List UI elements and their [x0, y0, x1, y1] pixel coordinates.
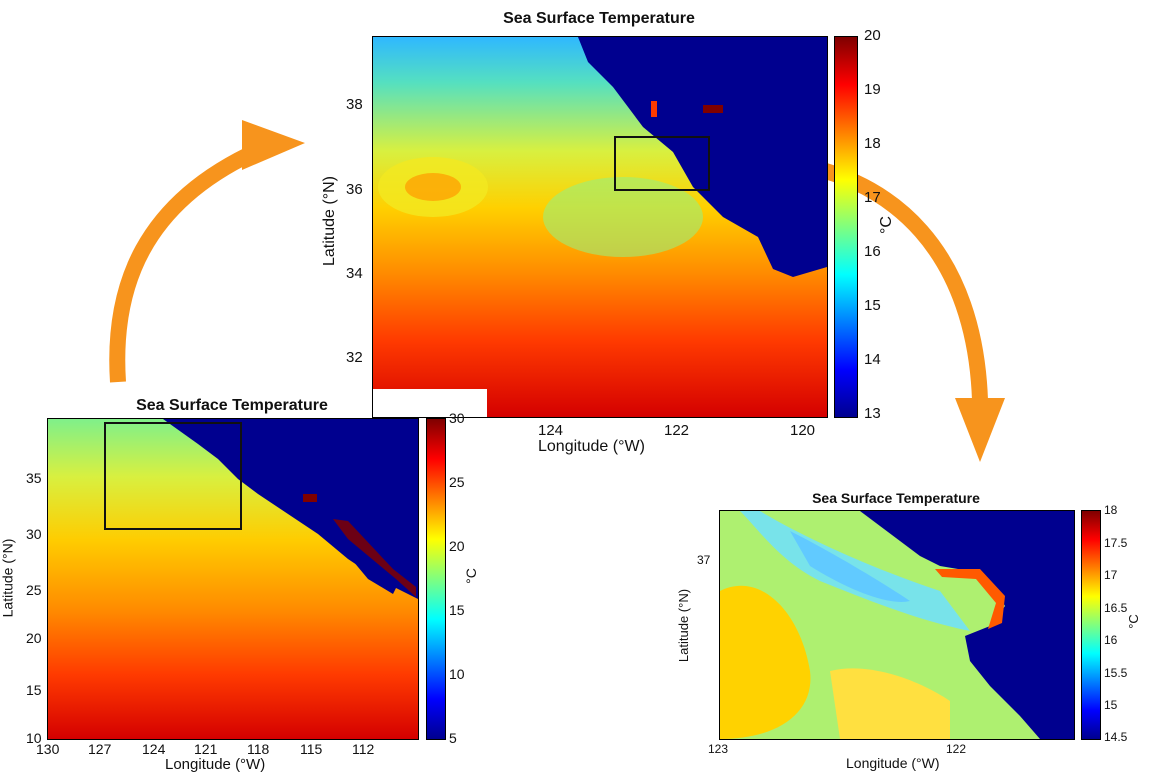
main-cbar-label: °C [877, 216, 895, 234]
wide-ytick-20: 20 [26, 630, 42, 646]
main-chart-title: Sea Surface Temperature [503, 10, 695, 27]
zoom-x-axis-label: Longitude (°W) [846, 755, 940, 771]
zoom-xtick-123: 123 [708, 742, 729, 756]
wide-ytick-30: 30 [26, 526, 42, 542]
main-xtick-122: 122 [664, 422, 690, 439]
wide-xtick-115: 115 [300, 741, 323, 757]
main-inset-box [614, 136, 710, 191]
wide-x-axis-label: Longitude (°W) [165, 756, 266, 773]
wide-cbar-tick-30: 30 [449, 410, 465, 426]
wide-xtick-127: 127 [88, 741, 112, 757]
wide-cbar-tick-10: 10 [449, 666, 465, 682]
main-cbar-tick-19: 19 [864, 81, 881, 98]
wide-xtick-124: 124 [142, 741, 166, 757]
wide-ytick-35: 35 [26, 470, 42, 486]
main-cbar-tick-20: 20 [864, 27, 881, 44]
zoom-xtick-122: 122 [946, 742, 967, 756]
zoom-cbar-tick-17: 17 [1104, 568, 1118, 582]
main-ytick-38: 38 [346, 96, 363, 113]
zoom-cbar-tick-16-5: 16.5 [1104, 601, 1128, 615]
wide-heatmap [47, 418, 419, 740]
wide-inset-box [104, 422, 242, 530]
wide-cbar-tick-25: 25 [449, 474, 465, 490]
main-cbar-tick-15: 15 [864, 297, 881, 314]
zoom-cbar-label: °C [1125, 614, 1141, 629]
wide-heatmap-svg [48, 419, 418, 739]
main-heatmap-svg [373, 37, 827, 417]
main-cbar-tick-14: 14 [864, 351, 881, 368]
main-eddy-core [405, 173, 461, 201]
main-cbar-tick-13: 13 [864, 405, 881, 422]
wide-cbar-tick-20: 20 [449, 538, 465, 554]
main-ytick-32: 32 [346, 349, 363, 366]
wide-gulf-warm [333, 519, 416, 597]
main-ytick-34: 34 [346, 265, 363, 282]
main-cbar-tick-18: 18 [864, 135, 881, 152]
wide-cbar-label: °C [462, 568, 479, 584]
zoom-cbar-tick-15: 15 [1104, 698, 1118, 712]
zoom-ytick-37: 37 [697, 553, 711, 567]
zoom-cbar-tick-17-5: 17.5 [1104, 536, 1128, 550]
zoom-warm-coast [935, 569, 1005, 629]
main-bay [651, 101, 657, 117]
zoom-cold-band [740, 511, 970, 631]
main-cbar-tick-17: 17 [864, 189, 881, 206]
zoom-cbar-tick-16: 16 [1104, 633, 1118, 647]
zoom-cbar-tick-18: 18 [1104, 503, 1118, 517]
wide-ytick-15: 15 [26, 682, 42, 698]
main-land [578, 37, 827, 277]
main-x-axis-label: Longitude (°W) [538, 438, 645, 455]
main-bottom-left-mask [373, 389, 487, 417]
wide-cbar-tick-15: 15 [449, 602, 465, 618]
zoom-cbar-tick-15-5: 15.5 [1104, 666, 1128, 680]
wide-xtick-118: 118 [247, 741, 270, 757]
zoom-chart-title: Sea Surface Temperature [812, 490, 980, 506]
wide-xtick-130: 130 [36, 741, 60, 757]
wide-xtick-121: 121 [194, 741, 218, 757]
zoom-colorbar [1081, 510, 1101, 740]
wide-ytick-25: 25 [26, 582, 42, 598]
zoom-y-axis-label: Latitude (°N) [676, 588, 692, 663]
zoom-heatmap [719, 510, 1075, 740]
main-xtick-124: 124 [538, 422, 564, 439]
zoom-land [860, 511, 1074, 739]
zoom-warm-west [720, 585, 811, 739]
wide-y-axis-label: Latitude (°N) [0, 538, 16, 618]
arrow-down-head-icon [955, 398, 1005, 462]
main-xtick-120: 120 [790, 422, 816, 439]
main-heatmap [372, 36, 828, 418]
wide-cbar-tick-5: 5 [449, 730, 457, 746]
wide-lake [303, 494, 317, 502]
wide-ytick-10: 10 [26, 730, 42, 746]
main-ytick-36: 36 [346, 181, 363, 198]
wide-colorbar [426, 418, 446, 740]
zoom-warm-center [830, 668, 950, 739]
wide-baja [328, 519, 398, 594]
wide-xtick-112: 112 [352, 741, 375, 757]
arrow-up-icon [109, 138, 272, 383]
main-cbar-tick-16: 16 [864, 243, 881, 260]
zoom-heatmap-svg [720, 511, 1074, 739]
main-colorbar [834, 36, 858, 418]
main-y-axis-label: Latitude (°N) [321, 176, 338, 266]
zoom-cbar-tick-14-5: 14.5 [1104, 730, 1128, 744]
wide-chart-title: Sea Surface Temperature [136, 397, 328, 414]
main-cold-filament [543, 177, 703, 257]
arrow-up-head-icon [242, 120, 305, 170]
main-lake [703, 105, 723, 113]
